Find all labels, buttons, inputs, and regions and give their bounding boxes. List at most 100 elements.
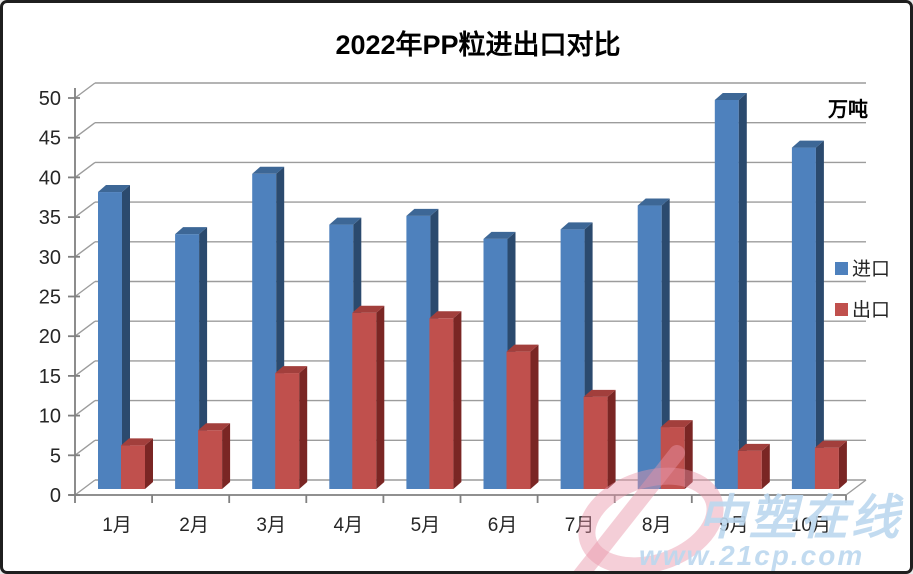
bar-进口-3月 xyxy=(252,166,285,490)
bar-side-face xyxy=(199,227,208,489)
bar-top-face xyxy=(560,222,593,230)
bar-front-face xyxy=(791,147,816,489)
y-tick-label: 0 xyxy=(50,485,61,507)
legend-label: 进口 xyxy=(852,258,890,280)
bar-出口-9月 xyxy=(737,443,770,489)
bar-出口-7月 xyxy=(583,389,616,489)
bar-side-face xyxy=(815,140,824,489)
gridline-connector xyxy=(74,201,96,218)
bar-top-face xyxy=(275,366,308,374)
y-tick-label: 45 xyxy=(39,128,61,150)
bar-front-face xyxy=(737,450,762,489)
bar-top-face xyxy=(252,166,285,174)
y-tick-label: 25 xyxy=(39,287,61,309)
bar-进口-8月 xyxy=(637,198,670,490)
bar-front-face xyxy=(637,205,662,490)
bar-front-face xyxy=(483,238,508,489)
bar-进口-2月 xyxy=(175,227,208,489)
y-tick-label: 15 xyxy=(39,366,61,388)
bar-front-face xyxy=(98,192,122,489)
y-tick-label: 5 xyxy=(50,445,61,467)
bar-top-face xyxy=(406,208,439,216)
x-category-label: 10月 xyxy=(791,515,831,536)
watermark-url-text: www.21cp.com xyxy=(639,540,864,571)
bar-front-face xyxy=(252,173,277,490)
bar-front-face xyxy=(583,396,608,489)
watermark-brand-text: 中塑在线 xyxy=(698,492,904,545)
gridline-connector xyxy=(74,479,96,496)
bar-front-face xyxy=(329,224,354,489)
bar-进口-7月 xyxy=(560,222,593,489)
unit-label: 万吨 xyxy=(827,97,868,121)
x-category-label: 3月 xyxy=(256,515,286,536)
bar-side-face xyxy=(738,92,747,489)
x-category-label: 6月 xyxy=(488,515,518,536)
x-category-label: 5月 xyxy=(411,515,441,536)
bar-front-face xyxy=(198,430,223,489)
gridline-connector xyxy=(74,241,96,258)
bar-进口-9月 xyxy=(714,92,747,489)
bar-front-face xyxy=(275,373,300,489)
bar-front-face xyxy=(714,99,739,489)
legend-label: 出口 xyxy=(852,299,890,321)
bar-side-face xyxy=(761,443,770,489)
bar-front-face xyxy=(506,351,531,489)
gridline-connector xyxy=(74,280,96,298)
bar-出口-1月 xyxy=(121,438,153,489)
y-tick-label: 35 xyxy=(39,207,61,229)
bar-top-face xyxy=(714,92,747,100)
bar-side-face xyxy=(376,305,385,489)
legend-swatch-进口 xyxy=(835,262,848,275)
bar-top-face xyxy=(198,423,231,431)
x-category-label: 9月 xyxy=(719,515,749,536)
bar-top-face xyxy=(583,389,616,397)
bar-top-face xyxy=(483,231,516,239)
bar-进口-10月 xyxy=(791,140,824,489)
bar-出口-10月 xyxy=(814,440,847,489)
bar-front-face xyxy=(814,447,839,489)
watermark-logo-slash xyxy=(573,445,685,571)
bars xyxy=(98,92,847,490)
bar-top-face xyxy=(329,217,362,225)
bar-side-face xyxy=(122,185,130,489)
bar-front-face xyxy=(352,312,377,489)
bar-出口-6月 xyxy=(506,344,539,489)
x-category-label: 4月 xyxy=(334,515,364,536)
bar-top-face xyxy=(660,420,693,428)
bar-side-face xyxy=(299,366,308,489)
y-tick-label: 20 xyxy=(39,326,61,348)
bar-top-face xyxy=(175,227,208,235)
y-tick-label: 30 xyxy=(39,247,61,269)
gridline-connector xyxy=(74,161,96,178)
y-tick-label: 40 xyxy=(39,167,61,189)
chart-title: 2022年PP粒进出口对比 xyxy=(335,29,620,60)
bar-front-face xyxy=(660,427,685,489)
bar-top-face xyxy=(637,198,670,206)
bar-side-face xyxy=(661,198,670,490)
axes xyxy=(68,88,847,503)
bar-出口-5月 xyxy=(429,311,462,489)
bar-出口-8月 xyxy=(660,420,693,489)
gridline-connector xyxy=(74,320,96,337)
y-tick-label: 10 xyxy=(39,406,61,428)
bar-front-face xyxy=(175,234,200,489)
x-category-label: 2月 xyxy=(179,515,209,536)
gridline-connector xyxy=(74,82,96,99)
bar-出口-2月 xyxy=(198,423,231,489)
bar-top-face xyxy=(814,440,847,448)
gridline-connector xyxy=(74,122,96,139)
bar-side-face xyxy=(607,389,616,489)
floor-right-edge xyxy=(845,479,867,496)
bar-top-face xyxy=(429,311,462,319)
gridline-connector xyxy=(74,439,96,456)
bar-side-face xyxy=(684,420,693,489)
y-axis-labels: 0 5 10 15 20 25 30 35 40 45 50 xyxy=(39,88,61,507)
legend-swatch-出口 xyxy=(835,303,848,316)
watermark-logo-ring xyxy=(578,467,724,571)
bar-front-face xyxy=(121,445,145,489)
bar-front-face xyxy=(406,215,431,489)
bar-chart-canvas: 0 5 10 15 20 25 30 35 40 45 50 1月 2月 3月 4月 5月 6月 7月 8月 9月 10… xyxy=(39,29,904,571)
